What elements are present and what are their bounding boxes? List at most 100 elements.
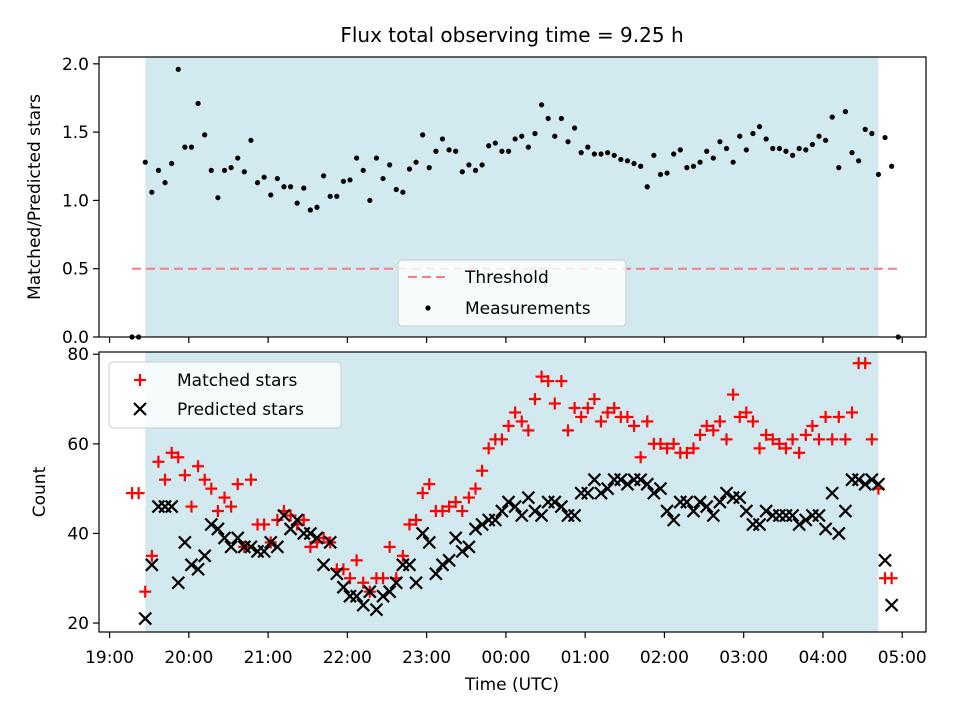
predicted-star-point (429, 566, 443, 581)
matched-star-point (786, 433, 799, 446)
measurement-point (697, 159, 703, 165)
measurement-point (261, 174, 267, 180)
measurement-point (195, 100, 201, 107)
measurement-point (664, 170, 670, 176)
predicted-stars-points (138, 472, 899, 626)
matched-star-point (482, 442, 495, 455)
measurement-point (155, 167, 162, 173)
predicted-star-point (680, 495, 694, 509)
measurement-point (169, 160, 175, 167)
measurement-point (856, 158, 862, 164)
predicted-star-point (600, 481, 615, 496)
matched-star-point (258, 518, 271, 531)
measurement-points (129, 66, 901, 340)
matched-star-point (317, 531, 330, 544)
matched-star-point (304, 540, 317, 553)
measurement-point (743, 147, 749, 153)
measurement-point (505, 148, 512, 154)
measurement-point (175, 66, 181, 72)
bottom-y-ticks: 20 40 60 80 (67, 345, 99, 634)
matched-star-point (337, 563, 350, 576)
measurement-point (789, 152, 796, 158)
measurement-point (446, 147, 452, 153)
measurement-point (875, 171, 882, 178)
predicted-star-point (336, 580, 351, 594)
matched-star-point (383, 540, 396, 553)
predicted-star-point (409, 575, 423, 590)
measurement-point (822, 137, 829, 143)
matched-star-point (601, 406, 614, 419)
matched-star-point (588, 393, 601, 406)
predicted-star-point (283, 522, 298, 536)
predicted-star-point (660, 504, 674, 518)
matched-star-point (152, 455, 165, 468)
top-y-axis-label: Matched/Predicted stars (25, 94, 45, 300)
predicted-star-point (732, 490, 747, 505)
matched-star-point (416, 487, 429, 500)
measurement-point (235, 155, 241, 161)
matched-star-point (423, 478, 436, 491)
matched-star-point (211, 505, 224, 518)
matched-star-point (198, 473, 211, 486)
predicted-star-point (812, 508, 826, 523)
measurement-point (869, 130, 875, 137)
predicted-star-point (349, 589, 364, 603)
predicted-star-point (488, 513, 503, 527)
x-tick-label: 05:00 (878, 648, 927, 668)
predicted-star-point (838, 504, 853, 518)
predicted-star-point (851, 472, 866, 487)
top-y-tick-label: 1.0 (62, 191, 89, 211)
measurement-point (188, 144, 195, 150)
predicted-star-point (799, 513, 813, 527)
matched-star-point (568, 402, 581, 414)
predicted-star-point (145, 558, 159, 572)
predicted-star-point (594, 486, 608, 500)
measurement-point (182, 144, 188, 150)
predicted-star-point (363, 584, 377, 599)
predicted-star-point (547, 495, 562, 509)
legend-matched-swatch (134, 374, 146, 386)
predicted-star-point (369, 602, 384, 617)
matched-star-point (595, 415, 608, 428)
x-axis-label: Time (UTC) (464, 675, 559, 695)
predicted-star-point (244, 540, 258, 554)
predicted-star-point (171, 575, 186, 590)
predicted-star-point (316, 558, 331, 572)
measurement-point (558, 115, 564, 122)
predicted-star-point (263, 535, 278, 550)
predicted-star-point (448, 531, 463, 545)
bottom-legend: Matched stars Predicted stars (108, 361, 342, 429)
measurement-point (829, 114, 835, 120)
predicted-star-point (528, 504, 542, 518)
matched-star-point (661, 442, 674, 455)
matched-star-point (515, 415, 528, 428)
matched-star-point (528, 393, 541, 406)
measurement-point (426, 165, 432, 171)
measurement-point (486, 143, 492, 149)
predicted-star-point (422, 535, 437, 550)
measurement-point (254, 180, 261, 186)
top-y-tick-label: 2.0 (62, 55, 89, 75)
matched-star-point (231, 478, 244, 491)
measurement-point (704, 148, 710, 154)
matched-star-point (443, 500, 456, 513)
measurement-point (453, 148, 459, 154)
top-legend-box (397, 259, 627, 327)
top-legend: Threshold Measurements (397, 259, 627, 327)
x-tick-label: 01:00 (561, 648, 610, 668)
measurement-point (598, 151, 604, 157)
predicted-star-point (356, 598, 370, 612)
matched-star-point (581, 402, 594, 414)
matched-star-point (628, 419, 641, 432)
measurement-point (393, 186, 399, 193)
predicted-star-point (614, 472, 628, 487)
matched-star-point (476, 464, 489, 477)
bottom-y-tick-label: 80 (67, 345, 89, 365)
predicted-star-point (521, 490, 536, 505)
predicted-star-point (865, 472, 879, 487)
x-tick-label: 04:00 (798, 648, 847, 668)
measurement-point (433, 148, 439, 154)
predicted-star-point (653, 481, 668, 496)
matched-star-point (608, 402, 621, 414)
measurement-point (525, 144, 531, 150)
